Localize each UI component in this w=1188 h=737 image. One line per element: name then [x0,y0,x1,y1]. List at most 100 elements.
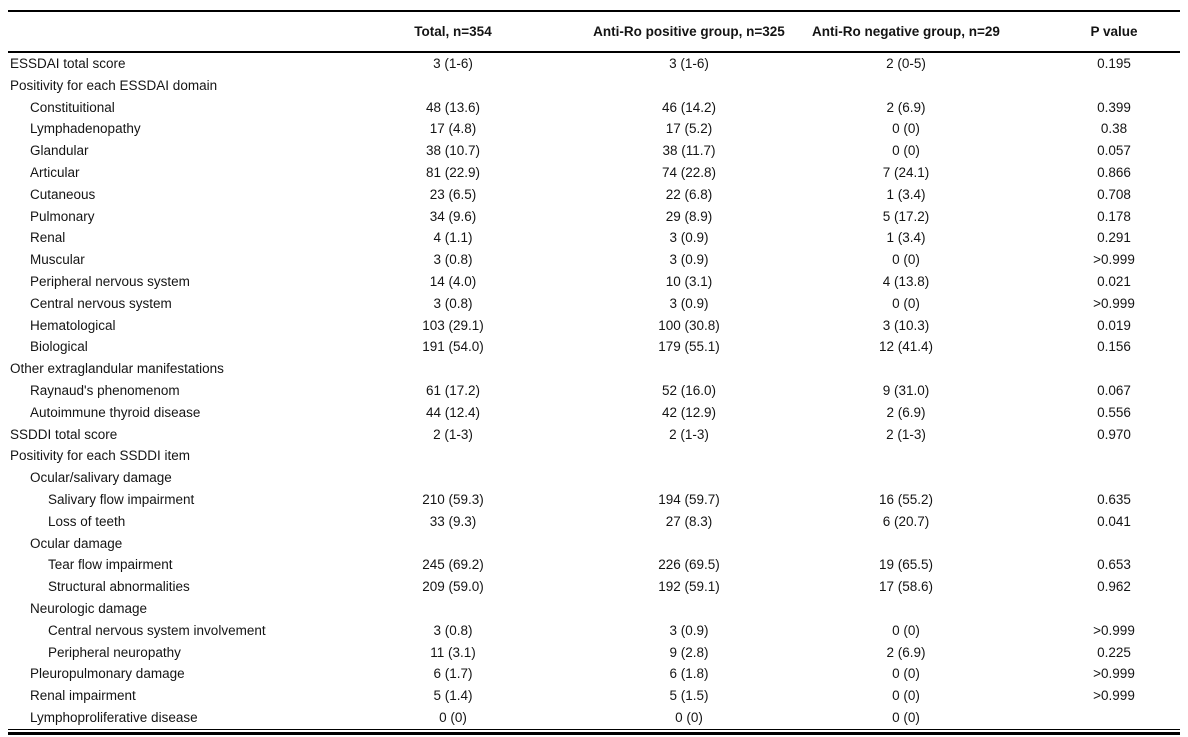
header-empty-cell [8,12,330,51]
cell-anti-ro-positive: 38 (11.7) [662,143,716,159]
row-label: Raynaud's phenomenom [30,382,180,398]
cell-p-value: 0.021 [1097,273,1131,289]
cell-total: 48 (13.6) [425,99,481,115]
cell-anti-ro-positive: 192 (59.1) [658,579,720,595]
table-row: Raynaud's phenomenom 61 (17.2) 52 (16.0) 9 … [8,380,1180,402]
bottom-rule [8,731,1180,735]
row-label: Structural abnormalities [48,579,190,595]
cell-p-value: >0.999 [1093,252,1135,268]
cell-p-value: 0.866 [1097,164,1131,180]
row-label: Ocular damage [30,535,123,551]
table-row: Peripheral nervous system 14 (4.0) 10 (3.1… [8,271,1180,293]
cell-p-value: 0.019 [1097,317,1131,333]
cell-anti-ro-positive: 46 (14.2) [661,99,717,115]
cell-anti-ro-positive: 3 (0.9) [669,295,709,311]
cell-anti-ro-negative: 6 (20.7) [882,513,930,529]
table-row: Renal 4 (1.1) 3 (0.9) 1 (3.4) 0.291 [8,227,1180,249]
cell-p-value: 0.399 [1097,99,1131,115]
cell-anti-ro-negative: 1 (3.4) [886,186,926,202]
cell-anti-ro-positive [576,533,802,555]
cell-total: 3 (0.8) [433,252,473,268]
cell-p-value [1010,467,1180,489]
table-row: Pulmonary 34 (9.6) 29 (8.9) 5 (17.2) 0.178 [8,206,1180,228]
cell-anti-ro-positive: 3 (0.9) [669,230,709,246]
cell-total: 23 (6.5) [429,186,477,202]
row-label: Biological [30,339,88,355]
cell-total: 245 (69.2) [422,557,484,573]
row-label: Constituitional [30,99,115,115]
cell-anti-ro-negative [802,358,1010,380]
cell-total [330,533,576,555]
cell-anti-ro-positive: 226 (69.5) [658,557,720,573]
cell-total [330,445,576,467]
cell-total: 0 (0) [439,709,467,725]
cell-anti-ro-positive: 2 (1-3) [669,426,709,442]
header-anti-ro-negative: Anti-Ro negative group, n=29 [812,24,1000,39]
table-row: Other extraglandular manifestations [8,358,1180,380]
cell-anti-ro-positive: 9 (2.8) [669,644,709,660]
cell-anti-ro-negative: 2 (6.9) [886,644,926,660]
cell-p-value [1010,598,1180,620]
cell-total: 38 (10.7) [425,143,481,159]
row-label: Tear flow impairment [48,557,173,573]
cell-anti-ro-positive: 52 (16.0) [661,382,717,398]
cell-anti-ro-negative: 7 (24.1) [882,164,930,180]
cell-p-value: 0.970 [1097,426,1131,442]
cell-anti-ro-negative: 2 (0-5) [886,56,926,71]
cell-anti-ro-positive: 194 (59.7) [658,491,720,507]
cell-p-value: >0.999 [1093,666,1135,682]
header-total: Total, n=354 [414,24,492,39]
cell-anti-ro-positive: 179 (55.1) [658,339,720,355]
cell-anti-ro-negative: 0 (0) [892,709,920,725]
cell-anti-ro-negative [802,533,1010,555]
table-row: Salivary flow impairment 210 (59.3) 194 (5… [8,489,1180,511]
row-label: Articular [30,164,80,180]
row-label: Pulmonary [30,208,95,224]
top-rule [8,10,1180,12]
cell-p-value [1010,445,1180,467]
cell-total: 14 (4.0) [429,273,477,289]
row-label: Muscular [30,252,85,268]
cell-anti-ro-negative [802,598,1010,620]
cell-anti-ro-negative [802,445,1010,467]
cell-total: 3 (0.8) [433,622,473,638]
row-label: Central nervous system [30,295,172,311]
row-label: Autoimmune thyroid disease [30,404,201,420]
row-label: Central nervous system involvement [48,622,266,638]
cell-p-value: >0.999 [1093,688,1135,704]
cell-total: 3 (1-6) [433,56,473,71]
cell-anti-ro-positive: 10 (3.1) [665,273,713,289]
row-label: Salivary flow impairment [48,491,195,507]
cell-anti-ro-negative: 19 (65.5) [878,557,934,573]
cell-total: 209 (59.0) [422,579,484,595]
cell-anti-ro-positive: 3 (0.9) [669,622,709,638]
table-row: Ocular/salivary damage [8,467,1180,489]
row-label: Renal impairment [30,688,136,704]
table-row: Hematological 103 (29.1) 100 (30.8) 3 (10.3… [8,315,1180,337]
cell-anti-ro-negative: 0 (0) [892,688,920,704]
cell-total [330,467,576,489]
table-row: Loss of teeth 33 (9.3) 27 (8.3) 6 (20.7) 0.0… [8,511,1180,533]
cell-anti-ro-negative: 5 (17.2) [882,208,930,224]
table-row: Lymphadenopathy 17 (4.8) 17 (5.2) 0 (0) 0.38 [8,118,1180,140]
table-body: ESSDAI total score 3 (1-6) 3 (1-6) 2 (0-5) 0… [8,53,1180,730]
cell-p-value: 0.195 [1097,56,1131,71]
cell-anti-ro-negative: 0 (0) [892,252,920,268]
cell-p-value: 0.291 [1097,230,1131,246]
cell-p-value: 0.041 [1097,513,1131,529]
cell-p-value: 0.653 [1097,557,1131,573]
cell-p-value: 0.225 [1097,644,1131,660]
cell-anti-ro-negative: 0 (0) [892,666,920,682]
cell-total: 81 (22.9) [425,164,481,180]
cell-anti-ro-positive: 29 (8.9) [665,208,713,224]
cell-anti-ro-positive: 3 (0.9) [669,252,709,268]
cell-total: 103 (29.1) [422,317,484,333]
cell-total: 4 (1.1) [433,230,473,246]
cell-total: 17 (4.8) [429,121,477,137]
row-label: ESSDAI total score [10,56,126,71]
cell-anti-ro-negative: 12 (41.4) [878,339,934,355]
cell-anti-ro-negative: 17 (58.6) [878,579,934,595]
row-label: Ocular/salivary damage [30,470,172,486]
cell-p-value: 0.708 [1097,186,1131,202]
cell-anti-ro-positive: 6 (1.8) [669,666,709,682]
